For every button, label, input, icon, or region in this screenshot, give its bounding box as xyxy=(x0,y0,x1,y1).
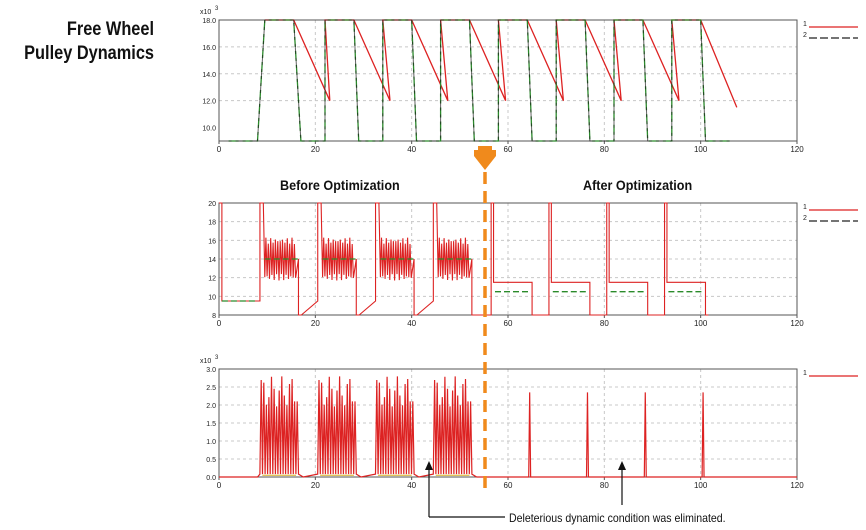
chart3-xtick-label: 80 xyxy=(600,481,609,490)
chart3-xtick-label: 60 xyxy=(504,481,513,490)
chart1-multiplier: x10 xyxy=(200,9,211,16)
figure-title-line1: Free Wheel xyxy=(66,19,154,40)
chart2-xtick-label: 0 xyxy=(217,319,222,328)
chart2-xtick-label: 80 xyxy=(600,319,609,328)
chart3-ytick-label: 0.0 xyxy=(206,475,216,482)
figure-title: Free Wheel Pulley Dynamics xyxy=(24,18,154,66)
chart3-xtick-label: 0 xyxy=(217,481,222,490)
chart2-ytick-label: 20 xyxy=(208,201,216,208)
figure-title-line2: Pulley Dynamics xyxy=(24,43,154,64)
chart2-xtick-label: 100 xyxy=(694,319,708,328)
chart3-ytick-label: 3.0 xyxy=(206,367,216,374)
chart2-xtick-label: 40 xyxy=(407,319,416,328)
chart1-ytick-label: 10.0 xyxy=(202,126,216,133)
callout-arrow-after-icon xyxy=(618,461,626,470)
chart1-series-2 xyxy=(228,19,730,142)
before-optimization-label: Before Optimization xyxy=(280,177,400,193)
chart2-xtick-label: 120 xyxy=(790,319,804,328)
chart1-xtick-label: 0 xyxy=(217,145,222,154)
chart1-ytick-label: 14.0 xyxy=(202,72,216,79)
chart2-ytick-label: 12 xyxy=(208,276,216,283)
chart1-legend-label: 2 xyxy=(803,32,807,39)
chart1-legend-label: 1 xyxy=(803,21,807,28)
chart2-legend-label: 1 xyxy=(803,204,807,211)
chart3-xtick-label: 120 xyxy=(790,481,804,490)
chart2-xtick-label: 20 xyxy=(311,319,320,328)
chart3-ytick-label: 2.0 xyxy=(206,403,216,410)
chart1-ytick-label: 12.0 xyxy=(202,99,216,106)
chart2-legend-label: 2 xyxy=(803,215,807,222)
chart1-xtick-label: 80 xyxy=(600,145,609,154)
chart3-legend-label: 1 xyxy=(803,370,807,377)
chart3-ytick-label: 1.0 xyxy=(206,439,216,446)
chart3-ytick-label: 0.5 xyxy=(206,457,216,464)
chart2-ytick-label: 10 xyxy=(208,294,216,301)
chart2-ytick-label: 18 xyxy=(208,220,216,227)
chart3-ytick-label: 1.5 xyxy=(206,421,216,428)
chart3-ytick-label: 2.5 xyxy=(206,385,216,392)
divider-arrow-stem xyxy=(478,146,492,156)
chart3-xtick-label: 40 xyxy=(407,481,416,490)
chart1-ytick-label: 16.0 xyxy=(202,45,216,52)
chart1-multiplier-exp: 3 xyxy=(215,6,219,12)
chart1-xtick-label: 40 xyxy=(407,145,416,154)
chart3-xtick-label: 20 xyxy=(311,481,320,490)
chart2-ytick-label: 14 xyxy=(208,257,216,264)
chart1-series-1 xyxy=(264,19,738,108)
chart2-ytick-label: 8 xyxy=(212,313,216,320)
chart1-xtick-label: 20 xyxy=(311,145,320,154)
chart2-ytick-label: 16 xyxy=(208,238,216,245)
chart2-frame xyxy=(218,202,798,316)
chart1-xtick-label: 100 xyxy=(694,145,708,154)
chart2-series-1 xyxy=(219,202,709,316)
chart3-series-1 xyxy=(219,376,797,478)
chart3-multiplier-exp: 3 xyxy=(215,355,219,361)
chart3-xtick-label: 100 xyxy=(694,481,708,490)
callout-arrow-before-icon xyxy=(425,461,433,470)
chart3-multiplier: x10 xyxy=(200,358,211,365)
after-optimization-label: After Optimization xyxy=(583,177,693,193)
chart1-xtick-label: 60 xyxy=(504,145,513,154)
chart1-xtick-label: 120 xyxy=(790,145,804,154)
chart1-series-2-alt xyxy=(228,19,730,142)
chart2-xtick-label: 60 xyxy=(504,319,513,328)
annotation-text: Deleterious dynamic condition was elimin… xyxy=(509,511,726,525)
chart1-ytick-label: 18.0 xyxy=(202,18,216,25)
